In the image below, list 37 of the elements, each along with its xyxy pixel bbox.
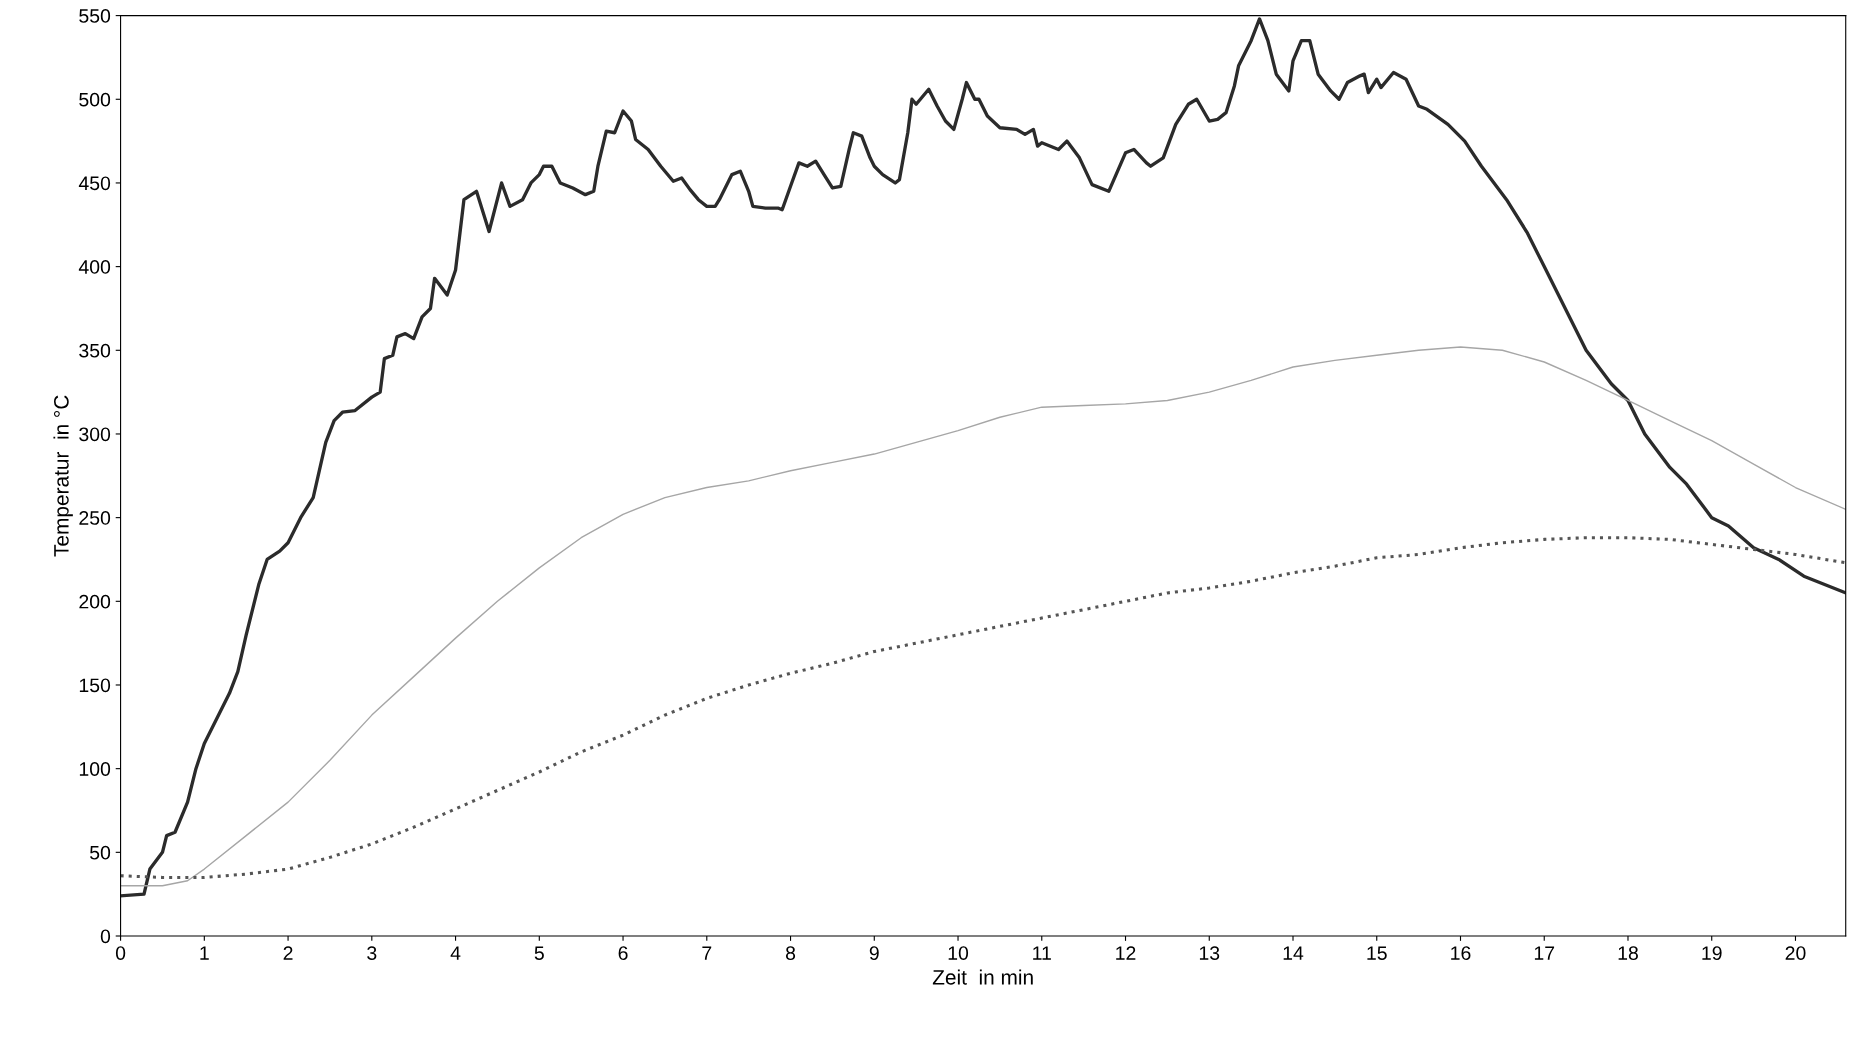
x-tick-label: 15 bbox=[1367, 946, 1387, 960]
x-axis-title: Zeit in min bbox=[932, 969, 1033, 985]
x-tick-label: 7 bbox=[702, 946, 712, 960]
y-tick-label: 150 bbox=[79, 678, 111, 693]
x-tick-label: 11 bbox=[1033, 946, 1051, 960]
x-tick-label: 5 bbox=[534, 946, 544, 960]
line-series bbox=[120, 346, 1846, 887]
x-tick-label: 19 bbox=[1702, 946, 1722, 960]
y-tick-label: 400 bbox=[78, 260, 111, 274]
y-tick-label: 350 bbox=[79, 343, 111, 358]
y-tick-label: 450 bbox=[78, 176, 111, 191]
x-tick-label: 16 bbox=[1451, 946, 1471, 960]
x-tick-label: 4 bbox=[450, 946, 461, 960]
y-tick-label: 250 bbox=[79, 511, 111, 525]
y-axis-title: Temperatur in °C bbox=[53, 395, 73, 557]
x-tick-label: 14 bbox=[1283, 946, 1304, 960]
x-tick-label: 6 bbox=[618, 946, 628, 960]
x-tick-label: 18 bbox=[1618, 946, 1638, 960]
x-tick-label: 8 bbox=[785, 946, 796, 960]
y-tick-label: 100 bbox=[79, 762, 111, 776]
y-tick-label: 300 bbox=[79, 427, 111, 442]
y-tick-label: 550 bbox=[79, 9, 111, 23]
x-tick-label: 0 bbox=[115, 946, 126, 960]
line-series bbox=[120, 536, 1846, 879]
x-tick-label: 2 bbox=[283, 946, 293, 960]
x-tick-label: 12 bbox=[1116, 946, 1136, 960]
y-tick-label: 500 bbox=[79, 92, 111, 107]
x-tick-label: 20 bbox=[1785, 946, 1806, 960]
x-tick-label: 13 bbox=[1199, 946, 1220, 960]
x-tick-label: 9 bbox=[869, 946, 879, 960]
x-tick-label: 1 bbox=[200, 946, 209, 960]
x-tick-label: 3 bbox=[367, 946, 377, 960]
x-tick-label: 10 bbox=[948, 946, 969, 960]
x-tick-label: 17 bbox=[1534, 946, 1555, 960]
y-tick-label: 200 bbox=[79, 594, 111, 609]
y-tick-label: 50 bbox=[90, 845, 111, 860]
y-tick-label: 0 bbox=[100, 929, 111, 944]
